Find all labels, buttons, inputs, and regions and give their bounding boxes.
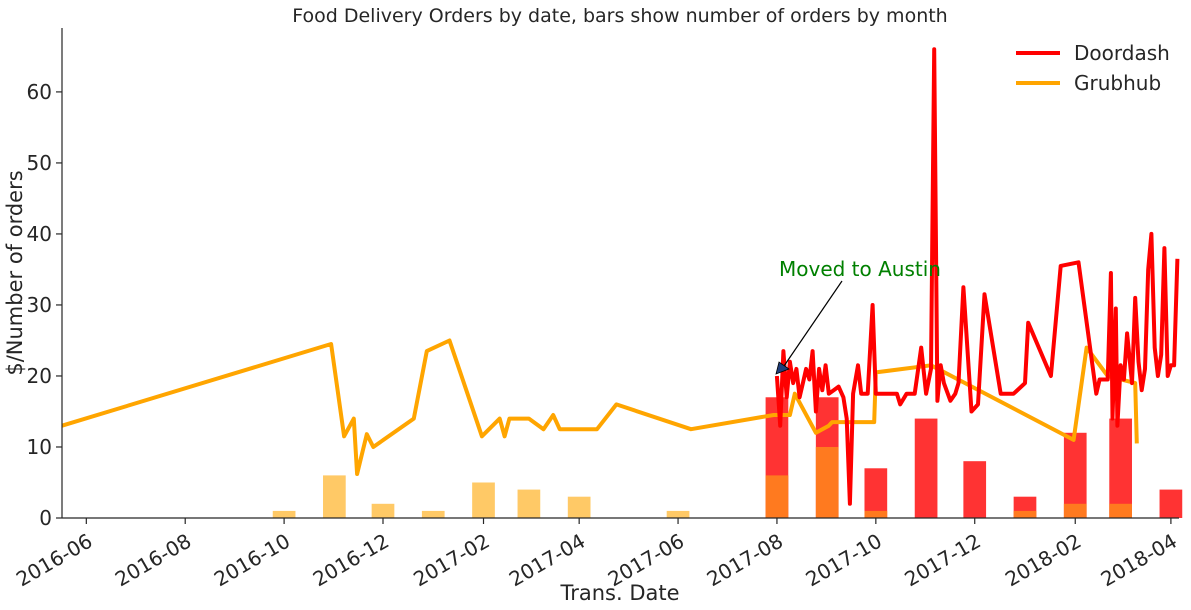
grubhub-overlap-bars (765, 446, 1132, 518)
grubhub-bar-2018-03 (1109, 503, 1132, 518)
y-tick-label: 10 (27, 435, 52, 459)
x-tick-label: 2017-08 (703, 529, 787, 592)
doordash-bar-2017-10 (864, 468, 888, 518)
chart-title: Food Delivery Orders by date, bars show … (292, 5, 947, 27)
legend-label-grubhub: Grubhub (1074, 71, 1161, 95)
legend: Doordash Grubhub (1016, 41, 1170, 95)
x-tick-label: 2017-10 (802, 529, 886, 592)
grubhub-line (61, 338, 1139, 476)
y-tick-label: 0 (39, 506, 52, 530)
y-tick-label: 30 (27, 293, 52, 317)
doordash-bar-2017-12 (963, 461, 987, 518)
y-ticks: 0 10 20 30 40 50 60 (27, 80, 62, 530)
grubhub-bar-2016-12 (371, 503, 395, 518)
x-tick-label: 2016-06 (12, 529, 96, 592)
doordash-bar-2018-03 (1109, 418, 1132, 518)
grubhub-bar-2017-10 (864, 510, 888, 518)
doordash-bar-2017-11 (914, 418, 938, 518)
doordash-bar-2018-02 (1063, 432, 1087, 518)
annotation-text: Moved to Austin (779, 257, 941, 281)
annotation-arrowhead (775, 361, 790, 375)
x-tick-label: 2017-12 (900, 529, 984, 592)
y-tick-label: 60 (27, 80, 52, 104)
y-tick-label: 50 (27, 151, 52, 175)
doordash-line (774, 47, 1180, 506)
annotation: Moved to Austin (775, 257, 941, 375)
y-axis-title: $/Number of orders (3, 170, 27, 375)
y-tick-label: 40 (27, 222, 52, 246)
grubhub-bar-2017-04 (567, 496, 591, 518)
grubhub-bar-2018-02 (1063, 503, 1087, 518)
grubhub-bar-2017-06 (666, 510, 690, 518)
x-tick-label: 2016-08 (111, 529, 195, 592)
x-tick-label: 2017-02 (409, 529, 493, 592)
grubhub-bar-2017-08 (765, 475, 789, 518)
grubhub-bars (272, 475, 690, 518)
y-tick-label: 20 (27, 364, 52, 388)
grubhub-bar-2016-11 (323, 475, 346, 518)
legend-label-doordash: Doordash (1074, 41, 1170, 65)
x-tick-label: 2018-04 (1097, 529, 1181, 592)
doordash-bar-2018-04 (1159, 489, 1183, 518)
series-lines (61, 47, 1180, 506)
x-axis-title: Trans. Date (559, 581, 679, 605)
x-tick-label: 2018-02 (1001, 529, 1085, 592)
grubhub-bar-2017-01 (421, 510, 445, 518)
grubhub-bar-2016-10 (272, 510, 296, 518)
grubhub-bar-2017-02 (472, 482, 495, 518)
x-tick-label: 2016-10 (210, 529, 294, 592)
annotation-arrow (783, 280, 843, 367)
grubhub-bar-2017-09 (815, 446, 839, 518)
grubhub-bar-2018-01 (1013, 510, 1037, 518)
x-tick-label: 2016-12 (309, 529, 393, 592)
grubhub-bar-2017-03 (517, 489, 541, 518)
